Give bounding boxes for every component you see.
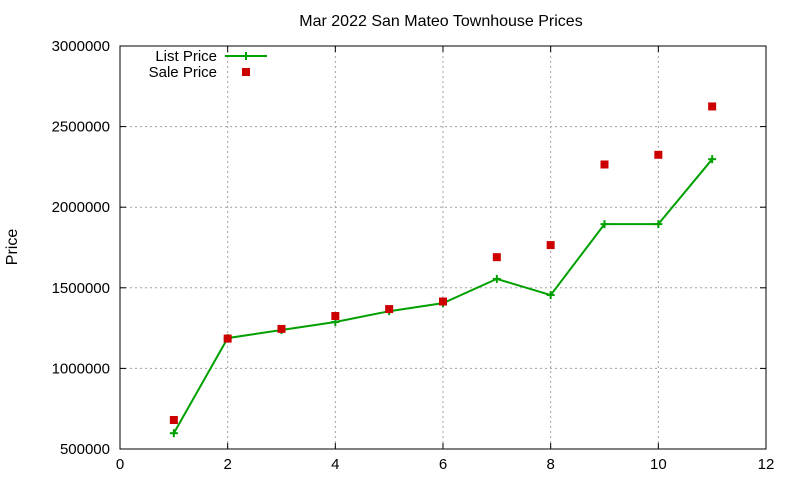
y-axis-label: Price [4,229,21,266]
y-tick-label: 1000000 [52,360,110,377]
y-tick-label: 2500000 [52,119,110,136]
sale-price-point [492,253,501,262]
sale-price-point [708,102,717,111]
sale-price-point [654,150,663,159]
list-price-point [654,220,663,229]
sale-price-point [331,312,340,321]
sale-price-point [546,241,555,250]
sale-price-point [277,324,286,333]
plot-area [169,102,717,438]
legend-marker-sale-price [242,68,250,76]
list-price-point [169,429,178,438]
legend-label-sale-price: Sale Price [149,64,217,81]
x-tick-label: 2 [223,456,231,473]
x-tick-label: 4 [331,456,339,473]
x-tick-label: 8 [546,456,554,473]
x-tick-label: 6 [439,456,447,473]
sale-price-point [169,415,178,424]
sale-price-point [223,334,232,343]
plot-frame [119,45,767,450]
list-price-point [492,274,501,283]
sale-price-point [439,297,447,306]
list-price-point [546,291,555,300]
sale-price-point [385,305,394,314]
legend-marker-list-price [242,52,250,60]
sale-price-point [600,160,609,169]
y-tick-label: 1500000 [52,280,110,297]
x-tick-label: 10 [650,456,667,473]
chart-title: Mar 2022 San Mateo Townhouse Prices [299,13,582,30]
y-tick-label: 3000000 [52,38,110,55]
x-tick-label: 0 [116,456,124,473]
grid-lines [120,46,766,449]
legend-label-list-price: List Price [155,48,217,65]
list-price-point [708,155,717,164]
axis-ticks: 0 2 4 6 8 10 12 500000 1000000 1500000 2000000 2500… [52,38,775,473]
x-tick-label: 12 [758,456,775,473]
y-tick-label: 500000 [60,441,110,458]
list-price-point [600,220,609,229]
y-tick-label: 2000000 [52,199,110,216]
